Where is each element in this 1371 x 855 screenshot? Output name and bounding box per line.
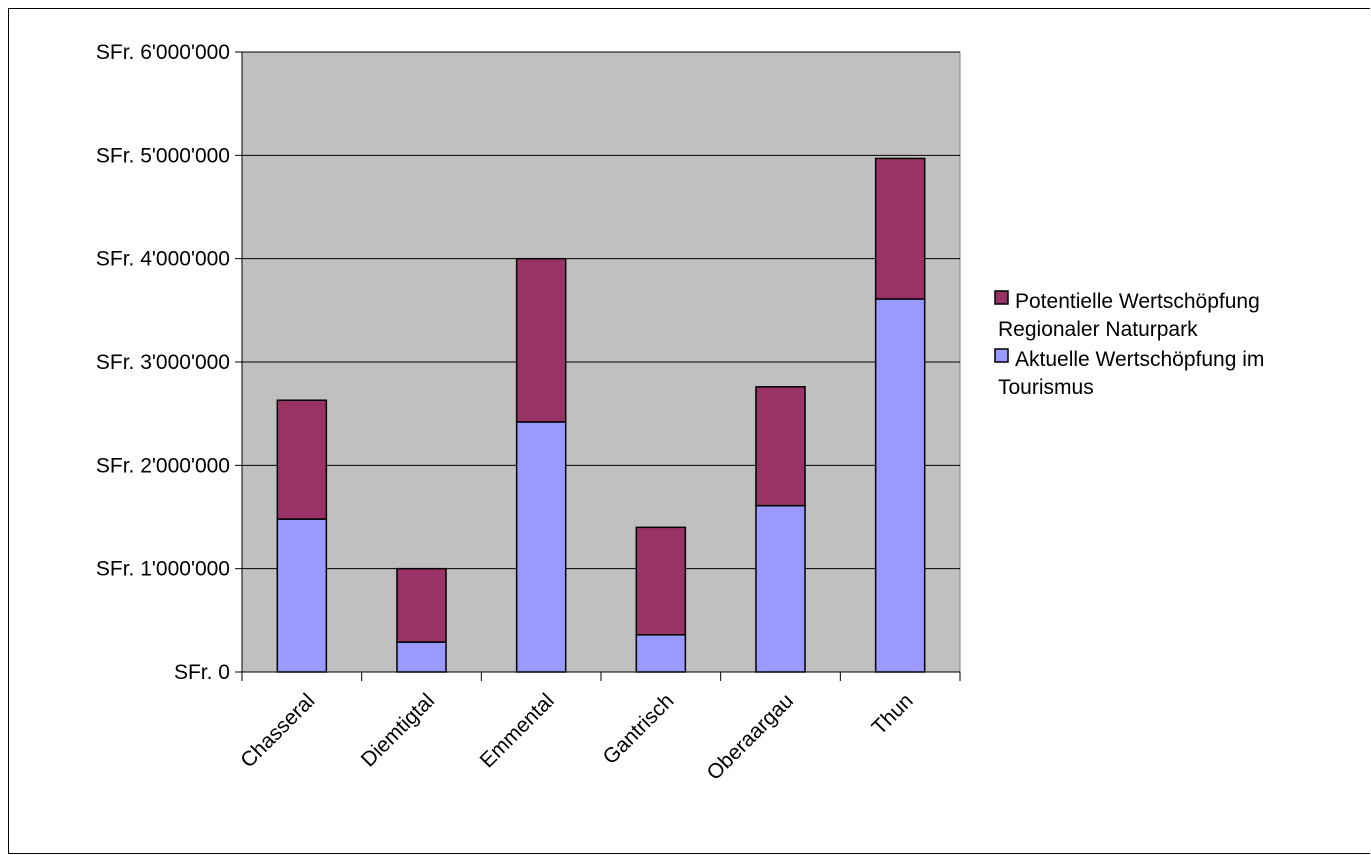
- y-tick-label: SFr. 0: [174, 661, 230, 684]
- bar-segment: [635, 526, 687, 636]
- legend-label: Potentielle Wertschöpfung: [1015, 290, 1260, 313]
- bar-segment: [755, 504, 806, 673]
- y-tick-label: SFr. 3'000'000: [96, 351, 230, 374]
- x-tick-label: Thun: [868, 689, 918, 739]
- y-tick-label: SFr. 5'000'000: [96, 144, 230, 167]
- x-tick-label: Chasseral: [236, 689, 319, 772]
- legend-label: Regionaler Naturpark: [998, 318, 1198, 341]
- y-tick-label: SFr. 2'000'000: [96, 454, 230, 477]
- bar-segment: [396, 567, 447, 643]
- bar-segment: [635, 634, 687, 673]
- gridlines: [242, 51, 960, 570]
- bar-segment: [755, 386, 806, 507]
- bars: [276, 157, 926, 673]
- legend-label: Aktuelle Wertschöpfung im: [1015, 348, 1264, 371]
- x-tick-label: Oberaargau: [703, 689, 799, 785]
- bar-segment: [874, 298, 926, 673]
- legend-swatch: [994, 348, 1009, 363]
- x-tick-label: Diemtigtal: [357, 689, 439, 771]
- bar-segment: [276, 399, 328, 520]
- bar-segment: [276, 518, 328, 673]
- legend: Potentielle Wertschöpfung Regionaler Natu…: [994, 290, 1264, 399]
- x-tick-label: Emmental: [476, 689, 559, 772]
- bar-segment: [396, 641, 447, 673]
- y-tick-label: SFr. 4'000'000: [96, 248, 230, 271]
- bar-segment: [515, 421, 567, 673]
- y-tick-label: SFr. 1'000'000: [96, 558, 230, 581]
- y-tick-label: SFr. 6'000'000: [96, 41, 230, 64]
- legend-swatch: [994, 290, 1009, 305]
- bar-segment: [515, 257, 567, 423]
- bar-segment: [874, 157, 926, 300]
- legend-label: Tourismus: [998, 376, 1094, 399]
- x-tick-label: Gantrisch: [599, 689, 679, 769]
